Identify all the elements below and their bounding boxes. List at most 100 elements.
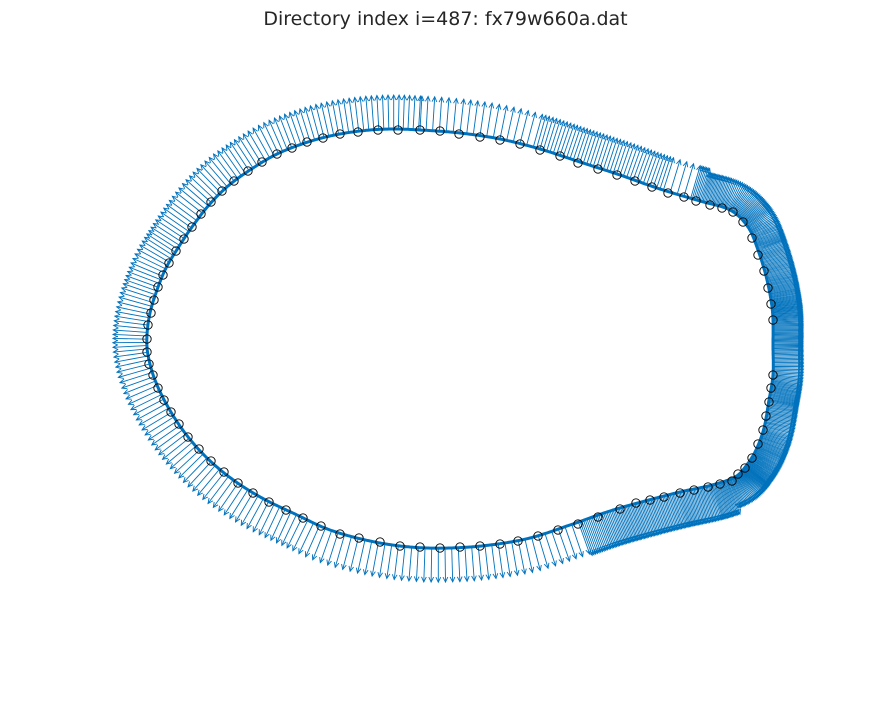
contour-marker: [153, 282, 163, 292]
normal-vector: [136, 248, 168, 266]
normal-vector: [112, 327, 148, 334]
contour-marker: [206, 456, 216, 466]
contour-line: [145, 127, 775, 550]
normal-vector: [526, 111, 537, 146]
normal-vector: [275, 511, 292, 544]
normal-vector: [204, 160, 228, 187]
contour-marker: [593, 164, 603, 174]
normal-vector: [143, 236, 174, 256]
contour-markers: [142, 125, 778, 553]
contour-marker: [768, 315, 778, 325]
normal-vector: [229, 489, 249, 520]
normal-vector: [127, 389, 160, 405]
normal-vector: [341, 97, 350, 133]
contour-marker: [298, 513, 308, 523]
normal-vector: [421, 547, 427, 583]
normal-vector: [113, 318, 148, 326]
contour-marker: [663, 188, 673, 198]
normal-vector: [471, 546, 477, 582]
normal-vector: [223, 486, 244, 516]
normal-vector: [218, 482, 239, 513]
normal-vector: [192, 171, 218, 197]
normal-vector: [192, 465, 216, 492]
contour-marker: [144, 359, 154, 369]
normal-vector: [486, 101, 495, 137]
normal-vector: [165, 441, 193, 465]
contour-marker: [495, 135, 505, 145]
contour-marker: [747, 233, 757, 243]
normal-vector: [390, 93, 397, 129]
normal-vector: [466, 98, 474, 134]
normal-vector: [428, 548, 435, 584]
normal-vector: [324, 100, 335, 136]
normal-vector: [456, 547, 463, 583]
normal-vector: [411, 94, 418, 130]
normal-vector: [147, 230, 178, 250]
normal-vector: [154, 219, 185, 239]
normal-vector: [115, 363, 151, 374]
contour-marker: [727, 476, 737, 486]
normal-vector: [435, 548, 442, 584]
contour-marker: [573, 519, 583, 529]
normal-vector: [141, 240, 172, 260]
normal-vector: [512, 107, 523, 143]
normal-vector: [449, 547, 456, 583]
normal-vector: [539, 115, 551, 150]
contour-marker: [217, 186, 227, 196]
normal-vector: [212, 153, 235, 182]
normal-vector: [181, 182, 209, 207]
normal-vector: [202, 472, 225, 501]
normal-vector: [165, 203, 195, 225]
normal-vector: [129, 394, 162, 411]
normal-vector: [517, 540, 527, 576]
normal-vector: [145, 233, 176, 253]
normal-vector: [531, 537, 542, 572]
normal-vector: [111, 331, 148, 338]
contour-marker: [373, 125, 383, 135]
contour-marker: [353, 127, 363, 137]
figure-title: Directory index i=487: fx79w660a.dat: [263, 8, 628, 30]
normal-vector: [217, 150, 239, 179]
contour-marker: [257, 157, 267, 167]
contour-marker: [194, 444, 204, 454]
contour-marker: [454, 129, 464, 139]
normal-vector: [283, 113, 297, 147]
contour-marker: [766, 299, 776, 309]
contour-marker: [142, 347, 152, 357]
normal-vector: [144, 416, 175, 436]
normal-vector: [185, 178, 212, 203]
normal-vector: [111, 335, 147, 342]
normal-vector: [138, 244, 170, 263]
contour-marker: [318, 133, 328, 143]
normal-vector: [452, 97, 459, 133]
contour-marker: [148, 370, 158, 380]
normal-vector: [497, 543, 506, 579]
normal-vector: [135, 403, 167, 421]
normal-vector: [368, 94, 375, 130]
normal-vector: [683, 162, 695, 197]
normal-vector: [118, 295, 152, 307]
contour-marker: [375, 537, 385, 547]
contour-outline: [145, 127, 775, 550]
normal-vector: [111, 344, 147, 350]
contour-marker: [183, 432, 193, 442]
contour-marker: [535, 145, 545, 155]
normal-vector: [298, 107, 311, 142]
normal-vector: [128, 266, 161, 281]
contour-marker: [149, 295, 159, 305]
contour-marker: [415, 542, 425, 552]
normal-vector: [564, 526, 578, 560]
normal-vector: [122, 380, 156, 395]
normal-vector: [357, 95, 365, 131]
contour-marker: [703, 482, 713, 492]
normal-vector: [150, 226, 180, 246]
contour-marker: [705, 200, 715, 210]
normal-vector: [257, 124, 275, 156]
normal-vector: [319, 530, 333, 564]
normal-vector: [499, 104, 509, 140]
normal-vector: [479, 100, 488, 136]
contour-marker: [243, 166, 253, 176]
normal-vector: [263, 121, 279, 154]
normal-vector: [445, 96, 452, 132]
